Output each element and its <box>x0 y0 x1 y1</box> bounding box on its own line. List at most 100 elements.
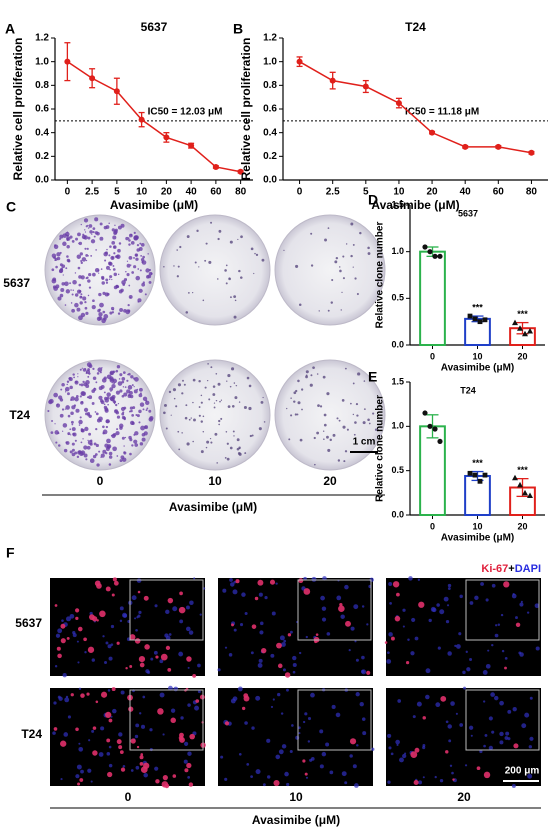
colony <box>141 432 146 437</box>
ki67-cell <box>144 644 150 650</box>
colony <box>357 372 361 376</box>
colony <box>354 277 357 280</box>
dapi-cell <box>390 752 394 756</box>
colony <box>116 285 120 288</box>
colony <box>84 229 86 231</box>
colony <box>236 447 240 451</box>
dapi-cell <box>469 657 473 661</box>
colony <box>226 442 229 445</box>
y-tick-label: 0.8 <box>263 80 277 91</box>
dapi-cell <box>270 705 274 709</box>
dapi-cell <box>386 659 392 664</box>
colony <box>198 414 201 417</box>
colony <box>105 419 110 424</box>
colony <box>73 376 76 379</box>
colony <box>251 434 254 437</box>
colony <box>337 459 341 462</box>
ki67-cell <box>483 771 491 779</box>
dapi-cell <box>292 663 297 668</box>
chart-title: T24 <box>460 385 476 395</box>
dapi-cell <box>147 670 151 674</box>
colony <box>128 435 132 440</box>
dapi-cell <box>325 742 330 747</box>
ki67-cell <box>298 578 304 584</box>
colony <box>126 273 130 277</box>
colony <box>59 413 64 418</box>
marker <box>113 88 120 95</box>
point <box>482 472 488 478</box>
colony <box>78 283 82 287</box>
dapi-cell <box>305 635 308 639</box>
colony <box>144 425 149 430</box>
ki67-cell <box>137 590 141 594</box>
colony <box>112 265 115 267</box>
colony <box>84 306 88 310</box>
colony <box>103 391 106 394</box>
colony <box>121 377 126 381</box>
colony <box>71 448 75 452</box>
bar <box>464 474 491 516</box>
dapi-cell <box>520 600 523 603</box>
dapi-cell <box>134 617 137 620</box>
point <box>517 325 523 331</box>
ki67-cell <box>452 778 455 781</box>
inset-box <box>297 579 372 641</box>
dapi-cell <box>456 644 461 649</box>
row-label: T24 <box>21 727 42 741</box>
dapi-cell <box>134 734 139 739</box>
colony <box>176 275 179 278</box>
dapi-cell <box>307 716 312 721</box>
colony <box>198 266 200 268</box>
dapi-cell <box>402 625 405 628</box>
dapi-cell <box>402 608 406 612</box>
dapi-cell <box>355 658 359 662</box>
ki67-cell <box>66 636 70 640</box>
colony <box>109 387 114 392</box>
colony <box>115 431 120 436</box>
colony <box>80 260 83 262</box>
dapi-cell <box>98 752 104 757</box>
dapi-cell <box>280 712 284 715</box>
colony <box>109 396 115 401</box>
colony <box>374 428 378 431</box>
colony <box>163 403 167 407</box>
colony <box>60 388 63 391</box>
dapi-cell <box>359 702 364 707</box>
colony <box>234 396 238 400</box>
colony <box>296 413 299 416</box>
dapi-cell <box>228 653 233 657</box>
dapi-cell <box>270 653 275 658</box>
dose-label: 0 <box>125 790 132 804</box>
colony <box>96 463 100 467</box>
colony <box>297 401 301 405</box>
colony <box>283 249 285 251</box>
ki67-cell <box>120 767 126 772</box>
dapi-cell <box>267 775 271 779</box>
ki67-cell <box>366 670 371 675</box>
colony <box>80 293 83 296</box>
dapi-cell <box>88 739 91 742</box>
colony <box>47 409 50 413</box>
colony <box>147 274 152 279</box>
marker <box>237 168 244 175</box>
colony <box>54 244 57 247</box>
dapi-cell <box>232 589 238 595</box>
colony <box>327 309 330 312</box>
dapi-cell <box>466 667 471 672</box>
ki67-cell <box>167 597 174 604</box>
colony <box>88 414 92 418</box>
colony <box>192 378 196 382</box>
dapi-cell <box>84 651 87 654</box>
ki67-cell <box>504 666 507 670</box>
colony <box>240 276 243 279</box>
ki67-cell <box>119 750 124 754</box>
dapi-cell <box>396 743 399 747</box>
colony <box>86 445 91 450</box>
colony <box>67 392 70 396</box>
colony <box>141 437 146 442</box>
colony <box>101 378 107 383</box>
colony <box>125 309 131 315</box>
colony <box>363 408 366 411</box>
dapi-cell <box>282 668 286 672</box>
dapi-cell <box>222 588 227 593</box>
